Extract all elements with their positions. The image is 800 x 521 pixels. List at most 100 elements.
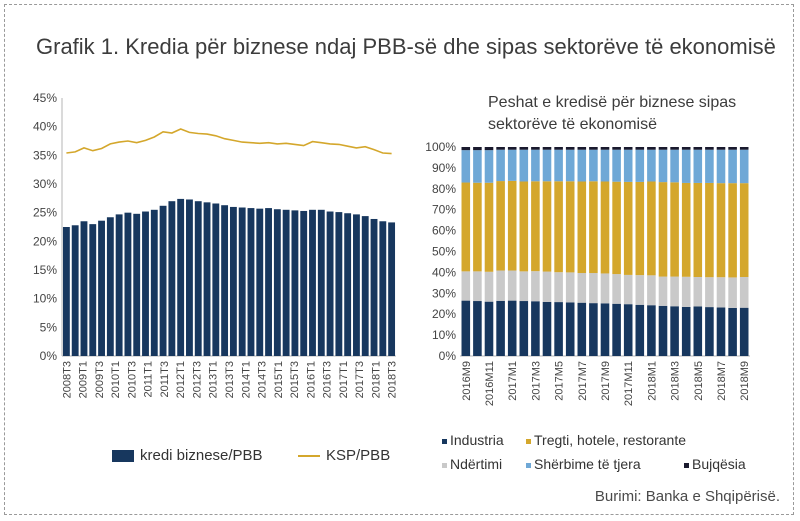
stacked-segment: [693, 182, 703, 277]
stacked-segment: [681, 149, 691, 183]
stacked-segment: [507, 270, 517, 301]
bar-kredi: [106, 217, 114, 356]
legend-item-kredi: kredi biznese/PBB: [112, 447, 263, 464]
stacked-segment: [705, 182, 714, 278]
bar-kredi: [353, 214, 360, 356]
y-tick-label: 0%: [40, 349, 58, 363]
legend-swatch: [442, 438, 447, 444]
x-tick-label: 2014T1: [240, 361, 252, 398]
legend-swatch: [442, 462, 447, 468]
bar-kredi: [247, 208, 255, 356]
stacked-segment: [681, 182, 691, 277]
legend-label: Industria: [450, 432, 504, 448]
bar-kredi: [300, 210, 308, 356]
stacked-segment: [577, 302, 587, 356]
stacked-segment: [739, 149, 749, 184]
bar-kredi: [194, 201, 202, 356]
y-tick-label: 90%: [432, 161, 456, 175]
stacked-segment: [728, 183, 737, 278]
stacked-segment: [577, 273, 587, 303]
stacked-segment: [461, 271, 471, 301]
y-tick-label: 20%: [432, 307, 456, 321]
y-tick-label: 35%: [33, 148, 57, 162]
stacked-segment: [531, 181, 540, 272]
stacked-segment: [728, 147, 737, 150]
stacked-segment: [461, 182, 471, 272]
bar-kredi: [212, 203, 220, 356]
stacked-segment: [473, 182, 482, 272]
x-tick-label: 2018M1: [646, 361, 658, 401]
bar-kredi: [309, 209, 316, 356]
stacked-segment: [554, 149, 563, 182]
stacked-segment: [647, 305, 656, 356]
x-tick-label: 2010T1: [110, 361, 122, 398]
stacked-segment: [658, 149, 668, 183]
stacked-segment: [681, 306, 691, 356]
bar-kredi: [326, 211, 334, 356]
x-tick-label: 2016M9: [461, 361, 473, 401]
x-tick-label: 2009T3: [94, 361, 106, 398]
legend-item-ksp: KSP/PBB: [298, 447, 390, 464]
x-tick-label: 2016T3: [322, 361, 334, 398]
stacked-segment: [739, 307, 749, 356]
legend-label: KSP/PBB: [326, 447, 391, 464]
bar-kredi: [291, 210, 299, 356]
stacked-segment: [670, 306, 679, 356]
x-tick-label: 2009T1: [78, 361, 90, 398]
stacked-segment: [577, 181, 587, 274]
stacked-segment: [739, 147, 749, 150]
x-tick-label: 2017M5: [554, 361, 566, 401]
stacked-segment: [589, 181, 598, 274]
bar-kredi: [142, 211, 149, 356]
y-tick-label: 10%: [432, 328, 456, 342]
stacked-segment: [612, 149, 621, 182]
stacked-segment: [693, 149, 703, 183]
stacked-segment: [647, 181, 656, 276]
stacked-segment: [554, 147, 563, 150]
legend-item-sherbime: Shërbime të tjera: [526, 456, 641, 472]
stacked-segment: [531, 301, 540, 356]
y-tick-label: 50%: [432, 245, 456, 259]
stacked-segment: [670, 276, 679, 307]
bar-kredi: [221, 205, 229, 356]
bar-kredi: [344, 213, 352, 356]
stacked-segment: [693, 147, 703, 150]
stacked-segment: [647, 275, 656, 306]
y-tick-label: 0%: [439, 349, 457, 363]
stacked-segment: [577, 149, 587, 182]
y-tick-label: 25%: [33, 206, 57, 220]
stacked-segment: [554, 181, 563, 273]
stacked-segment: [670, 182, 679, 277]
stacked-segment: [554, 272, 563, 303]
stacked-segment: [577, 147, 587, 150]
stacked-segment: [739, 183, 749, 277]
stacked-segment: [739, 276, 749, 308]
stacked-segment: [716, 307, 726, 356]
stacked-segment: [623, 149, 633, 182]
stacked-segment: [670, 147, 679, 150]
stacked-segment: [565, 181, 575, 273]
stacked-segment: [612, 303, 621, 356]
bar-kredi: [80, 221, 88, 356]
stacked-segment: [484, 182, 494, 272]
stacked-segment: [531, 149, 540, 182]
stacked-segment: [705, 277, 714, 308]
stacked-segment: [507, 147, 517, 150]
stacked-segment: [461, 300, 471, 356]
y-tick-label: 20%: [33, 234, 57, 248]
stacked-segment: [531, 147, 540, 150]
bar-kredi: [238, 207, 246, 356]
stacked-segment: [600, 303, 610, 356]
stacked-segment: [565, 272, 575, 303]
stacked-segment: [484, 271, 494, 302]
stacked-segment: [600, 149, 610, 182]
legend-swatch: [684, 462, 689, 468]
bar-kredi: [282, 209, 290, 356]
y-tick-label: 40%: [432, 265, 456, 279]
y-tick-label: 10%: [33, 292, 57, 306]
stacked-segment: [705, 149, 714, 183]
y-tick-label: 80%: [432, 182, 456, 196]
stacked-segment: [519, 271, 529, 302]
